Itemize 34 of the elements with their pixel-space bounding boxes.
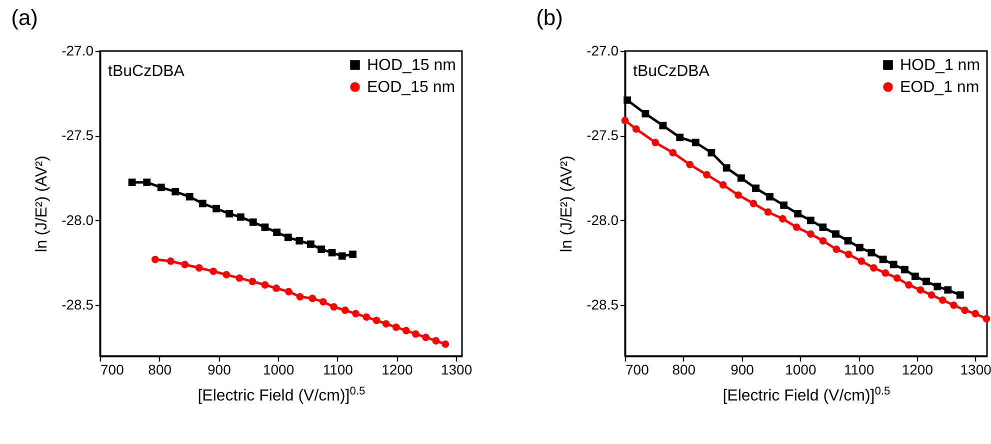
- chart-title: (a): [11, 5, 38, 30]
- y-tick-label: -28.5: [586, 296, 619, 313]
- y-tick-label: -28.0: [586, 212, 619, 228]
- legend-label: HOD_1 nm: [900, 57, 980, 74]
- x-tick-label: 900: [208, 362, 232, 378]
- y-axis-title: ln (J/E²) (AV²): [34, 156, 51, 252]
- y-tick-label: -27.0: [586, 42, 619, 58]
- x-tick-label: 800: [148, 362, 172, 378]
- y-tick-label: -27.5: [62, 127, 94, 144]
- y-tick-label: -27.0: [62, 42, 94, 58]
- legend-label: HOD_15 nm: [367, 57, 456, 74]
- legend-label: EOD_15 nm: [367, 79, 456, 96]
- x-tick-label: 900: [730, 362, 754, 378]
- y-axis-title: ln (J/E²) (AV²): [558, 156, 576, 252]
- y-tick-label: -28.5: [62, 296, 94, 313]
- annotation: tBuCzDBA: [108, 63, 185, 80]
- chart-title: (b): [536, 5, 563, 30]
- annotation: tBuCzDBA: [633, 63, 710, 80]
- y-tick-label: -28.0: [62, 212, 94, 228]
- x-tick-label: 1100: [844, 362, 874, 378]
- x-tick-label: 800: [672, 362, 696, 378]
- y-tick-label: -27.5: [586, 127, 619, 144]
- x-tick-label: 700: [626, 362, 650, 378]
- x-tick-label: 1200: [902, 362, 934, 378]
- x-tick-label: 1000: [262, 362, 294, 378]
- x-tick-label: 1000: [785, 362, 816, 378]
- x-tick-label: 1100: [322, 362, 354, 378]
- x-axis-title: [Electric Field (V/cm)]$^{0.5}$: [198, 386, 366, 404]
- x-axis-title: [Electric Field (V/cm)]$^{0.5}$: [722, 386, 890, 404]
- legend-label: EOD_1 nm: [900, 79, 980, 96]
- x-tick-label: 1300: [960, 362, 991, 378]
- x-tick-label: 700: [100, 362, 124, 378]
- x-tick-label: 1300: [440, 362, 472, 378]
- x-tick-label: 1200: [382, 362, 413, 378]
